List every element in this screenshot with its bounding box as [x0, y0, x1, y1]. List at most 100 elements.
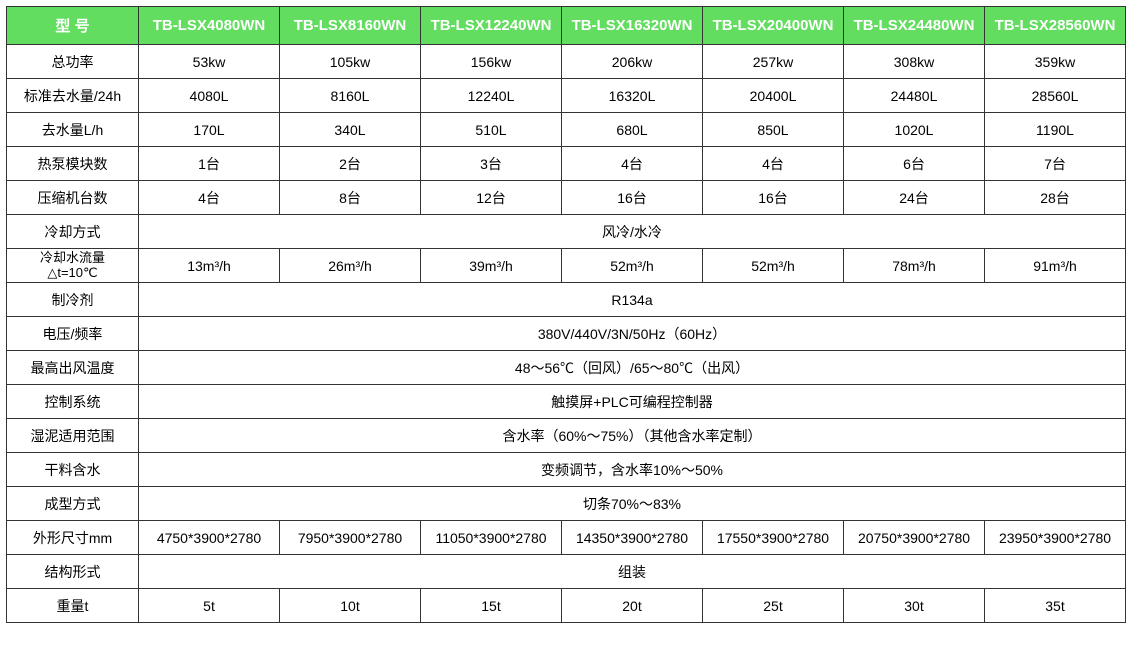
row-label: 结构形式: [7, 555, 139, 589]
table-row: 湿泥适用范围含水率（60%～75%）（其他含水率定制）: [7, 419, 1126, 453]
row-label: 干料含水: [7, 453, 139, 487]
header-row: 型 号 TB-LSX4080WN TB-LSX8160WN TB-LSX1224…: [7, 7, 1126, 45]
row-cell: 13m³/h: [139, 249, 280, 283]
row-cell: 26m³/h: [280, 249, 421, 283]
row-cell: 52m³/h: [703, 249, 844, 283]
row-cell: 680L: [562, 113, 703, 147]
row-cell: 8160L: [280, 79, 421, 113]
header-col: TB-LSX16320WN: [562, 7, 703, 45]
table-row: 冷却方式风冷/水冷: [7, 215, 1126, 249]
row-label: 重量t: [7, 589, 139, 623]
header-col: TB-LSX20400WN: [703, 7, 844, 45]
row-label: 去水量L/h: [7, 113, 139, 147]
row-cell: 4台: [703, 147, 844, 181]
row-cell: 24480L: [844, 79, 985, 113]
row-cell: 52m³/h: [562, 249, 703, 283]
row-span-cell: 380V/440V/3N/50Hz（60Hz）: [139, 317, 1126, 351]
row-cell: 10t: [280, 589, 421, 623]
row-cell: 28560L: [985, 79, 1126, 113]
row-label: 湿泥适用范围: [7, 419, 139, 453]
row-cell: 11050*3900*2780: [421, 521, 562, 555]
row-span-cell: 切条70%～83%: [139, 487, 1126, 521]
row-cell: 20400L: [703, 79, 844, 113]
row-label: 冷却水流量△t=10℃: [7, 249, 139, 283]
row-cell: 2台: [280, 147, 421, 181]
table-body: 总功率53kw105kw156kw206kw257kw308kw359kw标准去…: [7, 45, 1126, 623]
row-label: 总功率: [7, 45, 139, 79]
table-row: 外形尺寸mm4750*3900*27807950*3900*278011050*…: [7, 521, 1126, 555]
row-cell: 257kw: [703, 45, 844, 79]
row-cell: 14350*3900*2780: [562, 521, 703, 555]
row-cell: 4台: [562, 147, 703, 181]
row-cell: 28台: [985, 181, 1126, 215]
row-cell: 20t: [562, 589, 703, 623]
row-cell: 39m³/h: [421, 249, 562, 283]
row-cell: 23950*3900*2780: [985, 521, 1126, 555]
row-cell: 53kw: [139, 45, 280, 79]
row-span-cell: 含水率（60%～75%）（其他含水率定制）: [139, 419, 1126, 453]
header-col: TB-LSX12240WN: [421, 7, 562, 45]
row-cell: 308kw: [844, 45, 985, 79]
row-cell: 16台: [562, 181, 703, 215]
table-row: 重量t5t10t15t20t25t30t35t: [7, 589, 1126, 623]
row-cell: 30t: [844, 589, 985, 623]
row-label: 热泵模块数: [7, 147, 139, 181]
row-cell: 16320L: [562, 79, 703, 113]
row-cell: 510L: [421, 113, 562, 147]
row-label: 标准去水量/24h: [7, 79, 139, 113]
row-cell: 359kw: [985, 45, 1126, 79]
table-row: 压缩机台数4台8台12台16台16台24台28台: [7, 181, 1126, 215]
row-cell: 6台: [844, 147, 985, 181]
row-label: 控制系统: [7, 385, 139, 419]
row-span-cell: 48～56℃（回风）/65～80℃（出风）: [139, 351, 1126, 385]
row-cell: 24台: [844, 181, 985, 215]
table-row: 成型方式切条70%～83%: [7, 487, 1126, 521]
row-cell: 25t: [703, 589, 844, 623]
table-row: 电压/频率380V/440V/3N/50Hz（60Hz）: [7, 317, 1126, 351]
row-cell: 105kw: [280, 45, 421, 79]
table-row: 热泵模块数1台2台3台4台4台6台7台: [7, 147, 1126, 181]
row-cell: 16台: [703, 181, 844, 215]
table-row: 控制系统触摸屏+PLC可编程控制器: [7, 385, 1126, 419]
row-cell: 12240L: [421, 79, 562, 113]
row-cell: 7950*3900*2780: [280, 521, 421, 555]
row-cell: 1020L: [844, 113, 985, 147]
row-span-cell: R134a: [139, 283, 1126, 317]
row-label: 最高出风温度: [7, 351, 139, 385]
header-col: TB-LSX8160WN: [280, 7, 421, 45]
row-label: 成型方式: [7, 487, 139, 521]
row-cell: 4台: [139, 181, 280, 215]
spec-table: 型 号 TB-LSX4080WN TB-LSX8160WN TB-LSX1224…: [6, 6, 1126, 623]
header-col: TB-LSX28560WN: [985, 7, 1126, 45]
row-cell: 8台: [280, 181, 421, 215]
row-cell: 1台: [139, 147, 280, 181]
row-cell: 170L: [139, 113, 280, 147]
table-row: 总功率53kw105kw156kw206kw257kw308kw359kw: [7, 45, 1126, 79]
row-cell: 4750*3900*2780: [139, 521, 280, 555]
row-cell: 20750*3900*2780: [844, 521, 985, 555]
row-label: 冷却方式: [7, 215, 139, 249]
header-label: 型 号: [7, 7, 139, 45]
row-cell: 35t: [985, 589, 1126, 623]
row-cell: 5t: [139, 589, 280, 623]
row-span-cell: 触摸屏+PLC可编程控制器: [139, 385, 1126, 419]
row-cell: 1190L: [985, 113, 1126, 147]
row-cell: 206kw: [562, 45, 703, 79]
table-row: 冷却水流量△t=10℃13m³/h26m³/h39m³/h52m³/h52m³/…: [7, 249, 1126, 283]
row-cell: 7台: [985, 147, 1126, 181]
row-span-cell: 组装: [139, 555, 1126, 589]
table-row: 干料含水变频调节，含水率10%～50%: [7, 453, 1126, 487]
row-cell: 12台: [421, 181, 562, 215]
row-label: 外形尺寸mm: [7, 521, 139, 555]
row-cell: 4080L: [139, 79, 280, 113]
row-cell: 15t: [421, 589, 562, 623]
table-row: 标准去水量/24h4080L8160L12240L16320L20400L244…: [7, 79, 1126, 113]
row-cell: 850L: [703, 113, 844, 147]
header-col: TB-LSX4080WN: [139, 7, 280, 45]
row-cell: 340L: [280, 113, 421, 147]
row-label: 压缩机台数: [7, 181, 139, 215]
header-col: TB-LSX24480WN: [844, 7, 985, 45]
row-span-cell: 变频调节，含水率10%～50%: [139, 453, 1126, 487]
table-row: 去水量L/h170L340L510L680L850L1020L1190L: [7, 113, 1126, 147]
row-cell: 78m³/h: [844, 249, 985, 283]
